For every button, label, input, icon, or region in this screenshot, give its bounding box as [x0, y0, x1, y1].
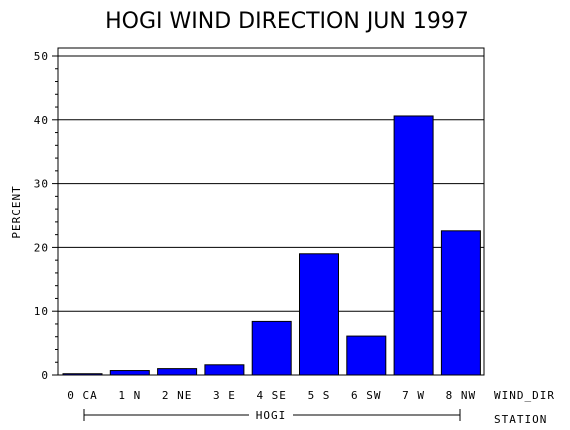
y-axis: 0 10 20 30 40 50 [34, 50, 58, 382]
x-tick-label: 3 E [213, 389, 236, 402]
y-tick-label: 30 [34, 178, 49, 191]
x-tick-label: 0 CA [67, 389, 98, 402]
x-axis-label: WIND_DIR [494, 389, 555, 402]
bar [346, 335, 387, 376]
x-tick-label: 8 NW [446, 389, 477, 402]
bar [299, 253, 339, 376]
bar [157, 368, 198, 376]
y-axis-label: PERCENT [10, 185, 23, 238]
bar [251, 320, 292, 376]
x-tick-label: 6 SW [351, 389, 382, 402]
y-tick-label: 10 [34, 305, 49, 318]
bar [204, 364, 245, 376]
x-tick-label: 1 N [118, 389, 141, 402]
y-tick-label: 50 [34, 50, 49, 63]
bar [440, 230, 481, 376]
group-label-background [249, 408, 293, 422]
x-tick-label: 2 NE [162, 389, 193, 402]
group-axis-label: STATION [494, 413, 547, 426]
y-tick-label: 0 [41, 369, 49, 382]
chart-title: HOGI WIND DIRECTION JUN 1997 [105, 9, 469, 34]
x-axis: 0 CA 1 N 2 NE 3 E 4 SE 5 S 6 SW 7 W 8 NW [67, 389, 477, 402]
bars [62, 115, 481, 376]
y-tick-label: 40 [34, 114, 49, 127]
bar [393, 115, 434, 376]
x-tick-label: 7 W [402, 389, 425, 402]
bar [109, 370, 150, 376]
x-tick-label: 4 SE [256, 389, 287, 402]
group-label: HOGI [256, 409, 287, 422]
x-tick-label: 5 S [308, 389, 331, 402]
y-tick-label: 20 [34, 241, 49, 254]
plot-frame [57, 47, 485, 376]
